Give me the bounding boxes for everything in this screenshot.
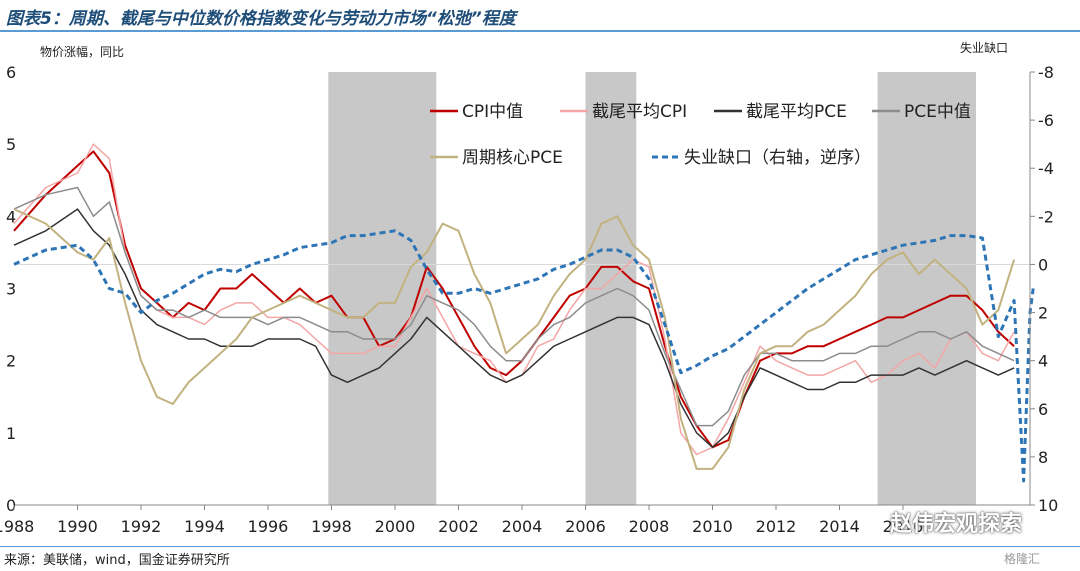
source-note: 来源：美联储，wind，国金证券研究所: [4, 553, 230, 568]
y-right-tick-label: 10: [1038, 496, 1058, 515]
x-tick-label: 2010: [692, 517, 733, 536]
y-tick-label: 4: [6, 207, 16, 226]
x-tick-label: 1990: [57, 517, 98, 536]
y-tick-label: 5: [6, 135, 16, 154]
x-tick-label: 1998: [311, 517, 352, 536]
watermark: 赵伟宏观探索: [890, 512, 1023, 537]
series-line-0: [13, 150, 1015, 449]
y-right-tick-label: 2: [1038, 304, 1048, 323]
y-tick-label: 2: [6, 352, 16, 371]
x-tick-label: 1996: [248, 517, 289, 536]
y-right-tick-label: 0: [1038, 255, 1048, 274]
series-line-3: [13, 186, 1015, 427]
watermark-secondary: 格隆汇: [1004, 552, 1041, 566]
x-tick-label: 2014: [819, 517, 860, 536]
y-tick-label: 1: [6, 424, 16, 443]
x-tick-label: 2012: [756, 517, 797, 536]
x-tick-label: 2004: [502, 517, 543, 536]
y-right-tick-label: 4: [1038, 352, 1048, 371]
y-right-tick-label: -6: [1038, 111, 1054, 130]
x-tick-label: 2016: [883, 517, 924, 536]
recession-band-0: [328, 72, 437, 505]
chart-title: 图表5：周期、截尾与中位数价格指数变化与劳动力市场“松弛”程度: [6, 9, 516, 29]
recession-band-2: [877, 72, 977, 505]
series-line-5: [13, 229, 1035, 483]
source-rule: [0, 546, 1080, 547]
y-right-tick-label: -4: [1038, 159, 1054, 178]
y-right-tick-label: -2: [1038, 207, 1054, 226]
x-tick-label: 2000: [375, 517, 416, 536]
x-tick-label: 2008: [629, 517, 670, 536]
y-axis-label: 物价涨幅，同比: [40, 44, 124, 59]
x-tick-label: 1992: [121, 517, 162, 536]
x-tick-label: 1988: [0, 517, 34, 536]
y-axis-right-label: 失业缺口: [960, 40, 1008, 55]
title-rule: [0, 30, 1080, 32]
y-right-tick-label: 6: [1038, 400, 1048, 419]
x-tick-label: 2002: [438, 517, 479, 536]
legend-label: 截尾平均PCE: [746, 102, 847, 122]
legend-label: PCE中值: [904, 102, 971, 122]
x-tick-label: 1994: [184, 517, 225, 536]
legend-label: 周期核心PCE: [462, 148, 563, 168]
legend-label: 截尾平均CPI: [592, 102, 687, 122]
legend-label: CPI中值: [462, 102, 523, 122]
series-line-1: [13, 143, 1015, 456]
series-line-4: [13, 208, 1016, 470]
y-tick-label: 0: [6, 496, 16, 515]
y-tick-label: 6: [6, 63, 16, 82]
y-tick-label: 3: [6, 280, 16, 299]
y-right-tick-label: 8: [1038, 448, 1048, 467]
y-right-tick-label: -8: [1038, 63, 1054, 82]
x-tick-label: 2006: [565, 517, 606, 536]
legend-label: 失业缺口（右轴，逆序）: [684, 148, 871, 168]
series-line-2: [13, 208, 1015, 449]
